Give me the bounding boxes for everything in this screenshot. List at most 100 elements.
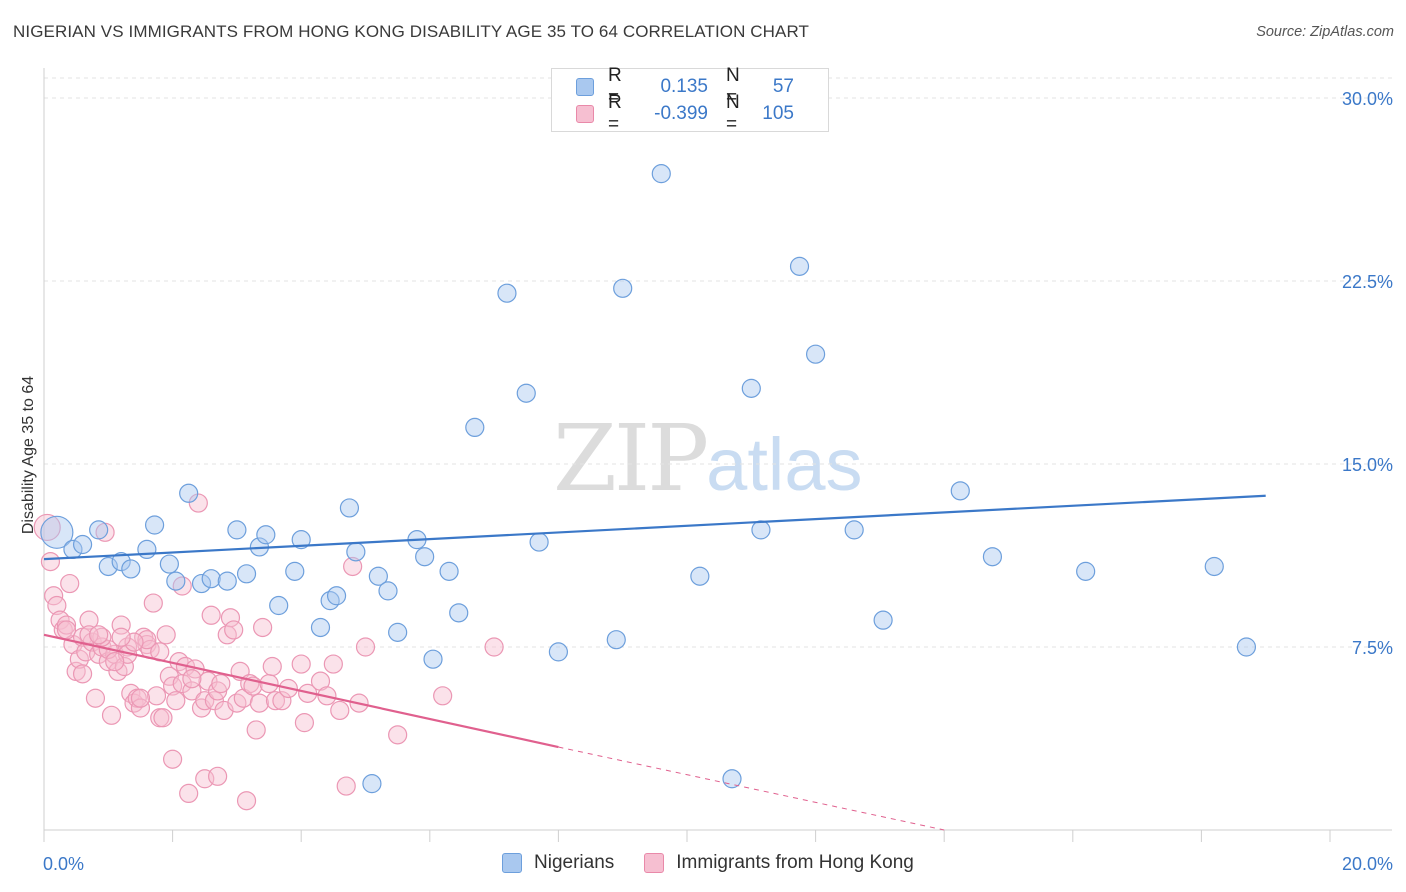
- point-hongkong: [153, 708, 173, 728]
- point-hongkong: [79, 610, 99, 630]
- trend-line-hongkong-extension: [558, 746, 945, 831]
- point-nigerians: [465, 417, 485, 437]
- point-nigerians: [548, 642, 569, 662]
- point-nigerians: [269, 595, 289, 616]
- point-nigerians: [166, 571, 186, 591]
- chart-source: Source: ZipAtlas.com: [1256, 24, 1394, 40]
- point-hongkong: [188, 493, 208, 513]
- point-hongkong: [89, 625, 109, 645]
- point-hongkong: [265, 691, 286, 711]
- legend-swatch-nigerians: [576, 78, 594, 96]
- point-nigerians: [144, 515, 165, 535]
- point-hongkong: [101, 705, 122, 725]
- point-hongkong: [253, 617, 273, 638]
- point-hongkong: [105, 652, 125, 672]
- point-hongkong: [388, 725, 408, 745]
- series-legend: Nigerians Immigrants from Hong Kong: [502, 852, 944, 874]
- point-nigerians: [256, 525, 276, 545]
- point-hongkong: [330, 700, 350, 721]
- axes: [43, 68, 1392, 842]
- point-nigerians: [423, 649, 443, 669]
- legend-swatch-hongkong: [644, 853, 665, 873]
- point-hongkong: [220, 608, 241, 628]
- trend-line-hongkong: [43, 633, 559, 749]
- point-nigerians: [72, 534, 93, 555]
- point-nigerians: [1076, 561, 1096, 581]
- point-nigerians: [326, 586, 347, 606]
- point-hongkong: [343, 556, 363, 577]
- point-nigerians: [651, 164, 671, 184]
- y-tick-label: 7.5%: [1352, 638, 1393, 658]
- point-nigerians: [121, 559, 141, 579]
- point-nigerians: [950, 481, 970, 501]
- point-nigerians: [378, 581, 398, 601]
- point-nigerians: [449, 603, 469, 623]
- point-nigerians: [137, 539, 157, 560]
- legend-swatch-hongkong: [576, 105, 594, 123]
- point-nigerians: [236, 564, 257, 584]
- point-nigerians: [179, 483, 199, 503]
- point-hongkong: [236, 791, 257, 811]
- point-nigerians: [805, 344, 826, 364]
- point-nigerians: [291, 530, 311, 550]
- point-nigerians: [310, 617, 331, 638]
- point-hongkong: [124, 632, 144, 652]
- point-nigerians: [439, 561, 459, 581]
- point-hongkong: [201, 605, 221, 625]
- point-hongkong: [249, 693, 270, 713]
- point-nigerians: [201, 569, 221, 589]
- point-nigerians: [346, 542, 366, 562]
- point-nigerians: [98, 556, 118, 577]
- point-nigerians: [40, 515, 74, 549]
- point-hongkong: [336, 776, 356, 796]
- point-nigerians: [1236, 637, 1257, 657]
- point-hongkong: [272, 691, 292, 711]
- point-nigerians: [339, 498, 360, 518]
- point-nigerians: [982, 547, 1003, 567]
- point-nigerians: [606, 630, 626, 650]
- legend-n-label: N =: [726, 65, 740, 108]
- point-hongkong: [146, 686, 167, 706]
- point-hongkong: [182, 669, 202, 689]
- point-hongkong: [130, 698, 151, 718]
- point-hongkong: [130, 688, 151, 708]
- y-tick-label: 22.5%: [1342, 272, 1393, 292]
- point-nigerians: [285, 561, 305, 581]
- legend-n-value: 105: [762, 103, 794, 124]
- tick-labels: 7.5% 15.0% 22.5% 30.0% 0.0% 20.0% Disability A…: [20, 89, 1393, 874]
- legend-r-label: R =: [608, 92, 622, 135]
- point-hongkong: [163, 749, 183, 769]
- point-hongkong: [60, 573, 80, 594]
- point-hongkong: [208, 766, 228, 786]
- point-nigerians: [844, 520, 864, 540]
- gridlines: [44, 77, 1392, 648]
- point-hongkong: [433, 686, 453, 706]
- point-hongkong: [294, 713, 315, 733]
- legend-item-hongkong[interactable]: Immigrants from Hong Kong: [644, 852, 914, 874]
- point-nigerians: [362, 774, 382, 794]
- point-hongkong: [40, 551, 61, 572]
- point-nigerians: [217, 571, 237, 591]
- trend-line-nigerians: [43, 494, 1266, 561]
- point-hongkong: [56, 615, 77, 635]
- legend-item-nigerians[interactable]: Nigerians: [502, 852, 614, 874]
- point-hongkong: [246, 720, 266, 740]
- y-axis-label: Disability Age 35 to 64: [20, 376, 37, 534]
- point-nigerians: [388, 622, 408, 642]
- point-nigerians: [1204, 556, 1224, 577]
- point-hongkong: [156, 625, 176, 645]
- legend-row-nigerians: R = 0.135 N = 57: [576, 65, 794, 108]
- watermark-zip: ZIP: [553, 405, 709, 512]
- point-nigerians: [751, 520, 771, 540]
- series-nigerians-points: [40, 164, 1257, 794]
- point-nigerians: [227, 520, 247, 540]
- legend-n-value: 57: [772, 76, 794, 97]
- point-hongkong: [114, 656, 134, 677]
- legend-r-label: R =: [608, 65, 622, 108]
- point-nigerians: [368, 566, 388, 586]
- point-nigerians: [191, 573, 212, 594]
- point-nigerians: [789, 256, 810, 276]
- trend-lines: [43, 494, 1266, 831]
- point-hongkong: [47, 595, 67, 616]
